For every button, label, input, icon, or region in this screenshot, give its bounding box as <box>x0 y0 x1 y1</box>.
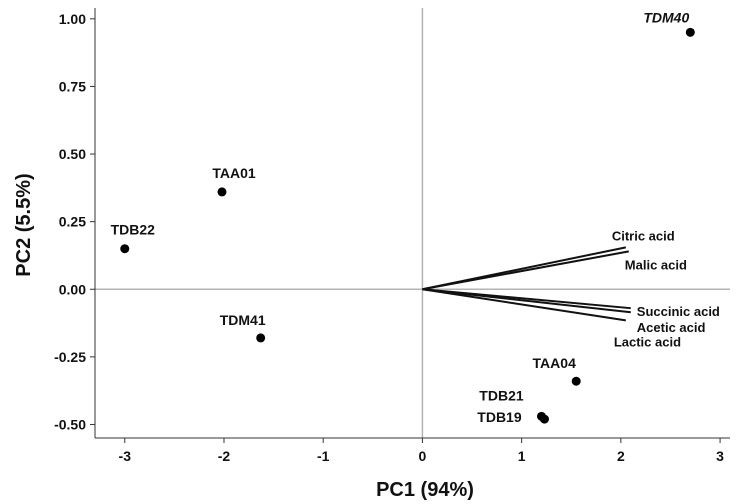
loading-vector <box>422 250 629 291</box>
point-label: TAA01 <box>212 165 256 181</box>
y-tick-label: -0.25 <box>54 349 86 365</box>
y-axis-title: PC2 (5.5%) <box>13 173 35 276</box>
loading-label: Citric acid <box>612 228 675 243</box>
x-tick-label: -1 <box>317 448 330 464</box>
point-label: TDB22 <box>111 222 156 238</box>
loading-label: Malic acid <box>625 257 687 272</box>
y-tick-label: 0.25 <box>59 214 86 230</box>
x-tick-label: 0 <box>419 448 427 464</box>
y-tick-label: 0.50 <box>59 146 86 162</box>
loading-label: Lactic acid <box>614 334 681 349</box>
data-point <box>539 414 549 424</box>
data-point <box>571 376 581 386</box>
x-axis-title: PC1 (94%) <box>376 479 474 501</box>
data-point <box>685 27 695 37</box>
plot-area: -3 -2 -1 0 1 2 3 -0.50 -0.25 0.00 0.25 0.50 0.75 1.00… <box>54 8 730 464</box>
loading-label: Acetic acid <box>637 320 706 335</box>
x-tick-label: 2 <box>617 448 625 464</box>
x-tick-label: 1 <box>518 448 526 464</box>
y-tick-label: 0.00 <box>59 281 86 297</box>
point-label: TDM41 <box>220 312 266 328</box>
y-tick-label: -0.50 <box>54 416 86 432</box>
x-tick-label: -2 <box>218 448 231 464</box>
data-point <box>217 187 227 197</box>
x-tick-label: 3 <box>716 448 724 464</box>
point-label: TDB19 <box>477 409 522 425</box>
point-label: TAA04 <box>533 355 577 371</box>
data-point <box>120 244 130 254</box>
y-tick-label: 0.75 <box>59 78 86 94</box>
y-tick-label: 1.00 <box>59 11 86 27</box>
point-label: TDB21 <box>479 387 524 403</box>
loading-vector <box>422 288 626 322</box>
x-tick-label: -3 <box>119 448 132 464</box>
data-point <box>256 333 266 343</box>
point-label: TDM40 <box>643 9 689 25</box>
loading-vector <box>422 288 631 314</box>
loading-label: Succinic acid <box>637 304 720 319</box>
